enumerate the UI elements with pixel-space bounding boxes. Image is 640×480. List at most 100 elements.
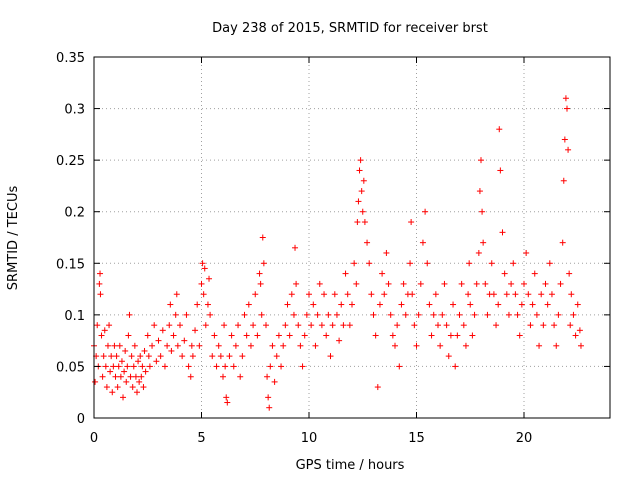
data-point bbox=[325, 311, 332, 318]
data-point bbox=[131, 342, 138, 349]
data-point bbox=[407, 260, 414, 267]
data-point bbox=[394, 322, 401, 329]
data-point bbox=[493, 322, 500, 329]
data-point bbox=[243, 332, 250, 339]
data-point bbox=[194, 301, 201, 308]
x-tick-label: 0 bbox=[90, 431, 98, 446]
data-point bbox=[224, 399, 231, 406]
data-point bbox=[374, 384, 381, 391]
data-point bbox=[523, 249, 530, 256]
data-point bbox=[568, 291, 575, 298]
data-point bbox=[157, 353, 164, 360]
data-point bbox=[139, 363, 146, 370]
y-tick-label: 0 bbox=[77, 412, 85, 427]
data-point bbox=[518, 301, 525, 308]
data-point bbox=[346, 322, 353, 329]
data-point bbox=[151, 322, 158, 329]
y-tick-label: 0.3 bbox=[64, 103, 85, 118]
data-point bbox=[181, 337, 188, 344]
data-point bbox=[379, 270, 386, 277]
data-point bbox=[567, 322, 574, 329]
data-point bbox=[230, 363, 237, 370]
data-point bbox=[452, 363, 459, 370]
data-point bbox=[130, 363, 137, 370]
data-point bbox=[577, 342, 584, 349]
data-point bbox=[389, 332, 396, 339]
data-point bbox=[560, 177, 567, 184]
data-point bbox=[183, 311, 190, 318]
data-point bbox=[469, 332, 476, 339]
data-point bbox=[447, 332, 454, 339]
data-point bbox=[527, 322, 534, 329]
data-point bbox=[533, 311, 540, 318]
data-point bbox=[109, 389, 116, 396]
data-point bbox=[104, 342, 111, 349]
data-point bbox=[454, 332, 461, 339]
grid-lines bbox=[94, 57, 610, 418]
data-point bbox=[108, 353, 115, 360]
data-point bbox=[221, 322, 228, 329]
data-point bbox=[129, 384, 136, 391]
data-point bbox=[333, 311, 340, 318]
y-tick-label: 0.2 bbox=[64, 206, 85, 221]
data-point bbox=[381, 291, 388, 298]
data-point bbox=[282, 322, 289, 329]
x-tick-label: 15 bbox=[408, 431, 425, 446]
data-point bbox=[344, 291, 351, 298]
data-point bbox=[467, 301, 474, 308]
data-point bbox=[137, 353, 144, 360]
data-point bbox=[314, 311, 321, 318]
data-point bbox=[179, 353, 186, 360]
data-point bbox=[354, 219, 361, 226]
data-point bbox=[495, 301, 502, 308]
data-point bbox=[222, 363, 229, 370]
data-point bbox=[168, 347, 175, 354]
data-point bbox=[392, 342, 398, 349]
data-point bbox=[349, 301, 355, 308]
data-point bbox=[267, 363, 274, 370]
data-point bbox=[499, 229, 506, 236]
data-point bbox=[359, 208, 366, 215]
data-point bbox=[257, 280, 264, 287]
data-point bbox=[264, 373, 271, 380]
data-point bbox=[443, 322, 450, 329]
data-point bbox=[200, 291, 207, 298]
data-point bbox=[299, 363, 306, 370]
data-point bbox=[106, 322, 113, 329]
data-point bbox=[189, 353, 196, 360]
data-point bbox=[122, 347, 129, 354]
data-point bbox=[204, 301, 211, 308]
data-point bbox=[576, 327, 583, 334]
data-point bbox=[239, 353, 246, 360]
data-point bbox=[226, 353, 233, 360]
data-point bbox=[572, 332, 579, 339]
data-point bbox=[318, 322, 325, 329]
data-point bbox=[94, 322, 101, 329]
data-point bbox=[445, 353, 452, 360]
data-point bbox=[402, 311, 409, 318]
data-point bbox=[351, 260, 358, 267]
data-point bbox=[475, 249, 482, 256]
axis-tick-labels: 0 0.05 0.1 0.15 0.2 0.25 0.3 0.35 0 5 10 15 20 bbox=[56, 51, 532, 446]
data-point bbox=[295, 322, 302, 329]
data-point bbox=[100, 353, 107, 360]
data-point bbox=[120, 394, 127, 401]
data-point bbox=[366, 260, 373, 267]
data-point bbox=[514, 311, 521, 318]
data-point bbox=[355, 198, 362, 205]
data-point bbox=[557, 280, 564, 287]
plot-frame bbox=[93, 56, 611, 419]
data-point bbox=[340, 322, 347, 329]
data-point bbox=[323, 332, 330, 339]
data-point bbox=[215, 342, 222, 349]
data-point bbox=[136, 378, 143, 385]
data-point bbox=[338, 301, 345, 308]
data-point bbox=[271, 378, 278, 385]
y-tick-label: 0.15 bbox=[56, 257, 85, 272]
data-point bbox=[199, 260, 206, 267]
data-point bbox=[166, 322, 173, 329]
data-point bbox=[306, 291, 312, 298]
data-point bbox=[574, 301, 581, 308]
data-point bbox=[570, 311, 577, 318]
